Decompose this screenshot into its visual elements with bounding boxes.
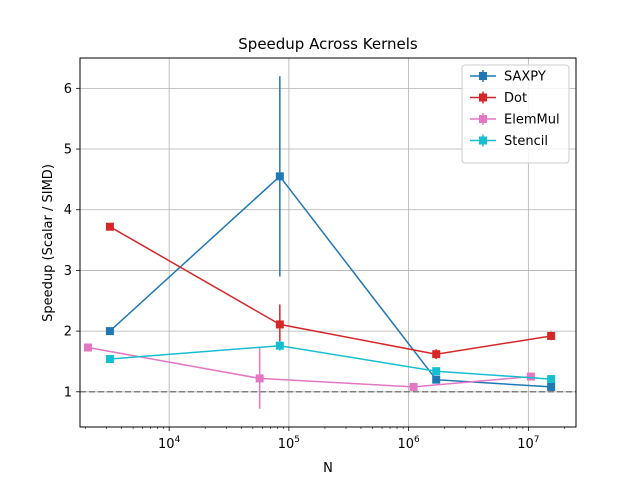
data-point-dot [105, 222, 114, 231]
legend-marker-elemmul [479, 115, 487, 123]
series-layer [84, 76, 556, 409]
series-line-dot [109, 226, 552, 355]
legend: SAXPY Dot ElemMul Stencil [461, 64, 570, 164]
series-elemmul [84, 343, 535, 409]
y-axis-label: Speedup (Scalar / SIMD) [41, 164, 56, 322]
y-tick-label: 3 [64, 264, 72, 279]
series-dot [105, 222, 556, 360]
y-tick-label: 6 [64, 82, 72, 97]
legend-label-dot: Dot [504, 91, 527, 106]
legend-item-saxpy: SAXPY [470, 70, 546, 85]
series-stencil [105, 340, 556, 384]
legend-box [461, 64, 570, 164]
data-point-elemmul [84, 343, 93, 352]
plot-frame [79, 57, 577, 428]
y-tick-label: 1 [64, 385, 72, 400]
legend-marker-saxpy [479, 72, 487, 80]
data-point-saxpy [547, 382, 556, 391]
data-point-dot [432, 350, 441, 359]
data-point-stencil [105, 355, 114, 364]
legend-label-saxpy: SAXPY [504, 70, 546, 85]
y-axis: 1 2 3 4 5 6 [64, 82, 80, 400]
data-point-saxpy [275, 172, 284, 181]
x-tick-label: 104 [158, 435, 181, 452]
data-point-elemmul [255, 374, 264, 383]
data-point-dot [547, 331, 556, 340]
legend-label-elemmul: ElemMul [504, 113, 560, 128]
legend-item-dot: Dot [470, 91, 527, 106]
legend-marker-stencil [479, 136, 487, 145]
data-point-elemmul [409, 382, 418, 391]
legend-item-elemmul: ElemMul [470, 113, 560, 128]
legend-item-stencil: Stencil [470, 134, 548, 149]
data-point-saxpy [432, 375, 441, 384]
x-axis-label: N [323, 461, 333, 476]
data-point-stencil [547, 375, 556, 384]
data-point-saxpy [105, 327, 114, 336]
chart-title: Speedup Across Kernels [238, 35, 418, 53]
series-line-elemmul [87, 346, 531, 388]
legend-marker-dot [479, 93, 487, 102]
x-tick-label: 106 [397, 435, 420, 452]
series-line-saxpy [109, 175, 552, 388]
y-tick-label: 2 [64, 325, 72, 340]
y-tick-label: 4 [64, 203, 72, 218]
data-point-elemmul [526, 372, 535, 381]
series-saxpy [105, 76, 556, 391]
data-point-stencil [275, 341, 284, 350]
x-axis: 104 105 106 107 [85, 427, 565, 452]
x-tick-label: 107 [517, 435, 539, 452]
data-point-stencil [432, 367, 441, 376]
x-tick-label: 105 [278, 435, 300, 452]
data-point-dot [275, 320, 284, 329]
y-tick-label: 5 [64, 143, 72, 158]
legend-label-stencil: Stencil [504, 134, 548, 149]
series-line-stencil [109, 344, 552, 380]
